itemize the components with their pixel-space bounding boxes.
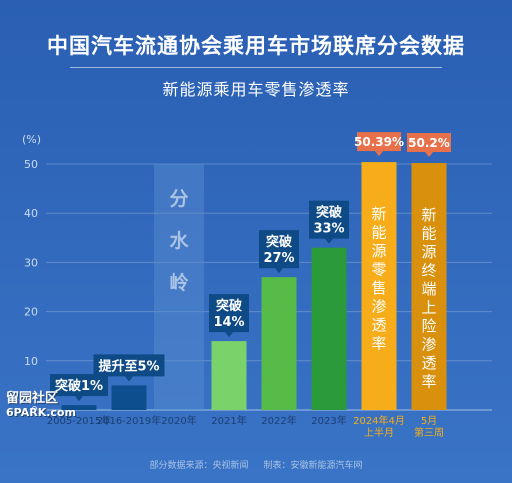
x-tick-label-5-0: 2023年 bbox=[311, 414, 346, 427]
annotation-text-3-1: 14% bbox=[213, 315, 244, 330]
x-tick-label-0-0: 2005-2015年 bbox=[47, 414, 112, 427]
annotation-text-5-0: 突破 bbox=[316, 205, 342, 221]
footer-source: 部分数据来源：央视新闻 bbox=[149, 461, 249, 471]
x-tick-label-4-0: 2022年 bbox=[261, 414, 296, 427]
x-tick-label-2-0: 2020年 bbox=[161, 414, 196, 427]
annotation-pointer-4 bbox=[275, 268, 283, 274]
annotation-pointer-3 bbox=[225, 332, 233, 338]
annotation-box-0 bbox=[50, 374, 108, 397]
x-tick-label-6-1: 上半月 bbox=[364, 426, 394, 439]
bar-inner-char-7-0: 新 bbox=[421, 206, 436, 224]
annotation-text-3-0: 突破 bbox=[216, 298, 242, 314]
divider-char-1: 水 bbox=[169, 230, 189, 252]
subtitle-divider bbox=[70, 67, 442, 68]
watermark: 留园社区 6PARK.com bbox=[6, 392, 76, 420]
bar-5 bbox=[311, 247, 347, 410]
bar-inner-char-7-8: 透 bbox=[421, 354, 436, 372]
bar-inner-char-6-4: 售 bbox=[371, 279, 386, 297]
top-label-text-7: 50.2% bbox=[408, 136, 450, 150]
bar-inner-char-7-2: 源 bbox=[421, 243, 436, 261]
bar-inner-char-7-6: 险 bbox=[421, 317, 436, 335]
divider-char-0: 分 bbox=[169, 188, 188, 210]
annotation-box-1 bbox=[93, 354, 165, 377]
top-label-box-7 bbox=[407, 133, 451, 153]
bar-inner-char-6-0: 新 bbox=[371, 205, 386, 223]
top-label-pointer-7 bbox=[425, 152, 433, 158]
bar-inner-char-7-5: 上 bbox=[421, 299, 436, 317]
annotation-text-0-0: 突破1% bbox=[55, 378, 103, 394]
bar-inner-char-6-7: 率 bbox=[371, 335, 386, 353]
y-tick-0: 0 bbox=[31, 404, 38, 417]
bar-inner-char-7-4: 端 bbox=[421, 280, 436, 298]
bar-inner-char-6-6: 透 bbox=[371, 316, 386, 334]
y-tick-20: 20 bbox=[24, 306, 38, 319]
bar-inner-char-7-3: 终 bbox=[421, 262, 436, 280]
bar-inner-char-6-5: 渗 bbox=[371, 298, 386, 316]
page-subtitle: 新能源乘用车零售渗透率 bbox=[162, 80, 350, 99]
annotation-text-1-0: 提升至5% bbox=[98, 358, 159, 374]
bar-3 bbox=[211, 341, 247, 410]
page-title: 中国汽车流通协会乘用车市场联席分会数据 bbox=[47, 34, 465, 58]
x-tick-label-6-0: 2024年4月 bbox=[353, 414, 405, 427]
bar-inner-char-6-3: 零 bbox=[371, 261, 386, 279]
x-tick-label-3-0: 2021年 bbox=[211, 414, 246, 427]
divider-char-2: 岭 bbox=[169, 271, 188, 294]
annotation-text-4-0: 突破 bbox=[266, 234, 292, 250]
footer-producer: 制表：安徽新能源汽车网 bbox=[263, 461, 363, 471]
x-tick-label-1-0: 2016-2019年 bbox=[97, 414, 162, 427]
annotation-pointer-5 bbox=[325, 238, 333, 244]
annotation-box-5 bbox=[309, 200, 349, 239]
top-label-text-6: 50.39% bbox=[354, 135, 404, 149]
bar-inner-char-7-9: 率 bbox=[421, 373, 436, 391]
bar-0 bbox=[61, 405, 97, 410]
bar-4 bbox=[261, 277, 297, 410]
annotation-pointer-0 bbox=[75, 396, 83, 402]
bar-inner-char-6-1: 能 bbox=[371, 224, 386, 242]
bar-inner-char-7-1: 能 bbox=[421, 225, 436, 243]
footer: 部分数据来源：央视新闻 制表：安徽新能源汽车网 bbox=[0, 458, 512, 471]
annotation-text-4-1: 27% bbox=[263, 251, 294, 266]
bar-1 bbox=[111, 385, 147, 410]
y-tick-40: 40 bbox=[24, 207, 38, 220]
y-tick-30: 30 bbox=[24, 256, 38, 269]
annotation-box-3 bbox=[209, 294, 249, 333]
annotation-text-5-1: 33% bbox=[313, 222, 344, 237]
top-label-box-6 bbox=[357, 132, 401, 152]
bar-6 bbox=[361, 162, 397, 410]
watermark-line1: 留园社区 bbox=[6, 391, 59, 406]
bar-inner-char-6-2: 源 bbox=[371, 242, 386, 260]
x-tick-label-7-1: 第三周 bbox=[414, 426, 444, 439]
annotation-box-4 bbox=[259, 230, 299, 269]
y-tick-50: 50 bbox=[24, 158, 38, 171]
watermark-line2: 6PARK.com bbox=[6, 406, 76, 419]
top-label-pointer-6 bbox=[375, 151, 383, 157]
bar-inner-char-7-7: 渗 bbox=[421, 336, 436, 354]
x-tick-label-7-0: 5月 bbox=[421, 415, 437, 427]
y-tick-10: 10 bbox=[24, 355, 38, 368]
annotation-pointer-1 bbox=[125, 376, 133, 382]
y-unit-label: (%) bbox=[22, 133, 41, 146]
bar-7 bbox=[411, 163, 447, 410]
